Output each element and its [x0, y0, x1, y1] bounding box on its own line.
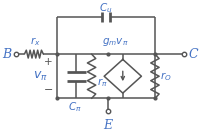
Text: $r_O$: $r_O$ — [160, 70, 171, 83]
Text: $C_\pi$: $C_\pi$ — [68, 100, 81, 114]
Text: $v_\pi$: $v_\pi$ — [33, 70, 48, 83]
Text: $g_m v_\pi$: $g_m v_\pi$ — [102, 36, 129, 48]
Text: B: B — [2, 48, 11, 61]
Text: E: E — [103, 119, 112, 132]
Text: $C_u$: $C_u$ — [99, 2, 113, 16]
Text: $r_\pi$: $r_\pi$ — [97, 76, 107, 89]
Text: C: C — [189, 48, 199, 61]
Text: +: + — [44, 57, 52, 67]
Text: −: − — [43, 85, 53, 95]
Text: $r_x$: $r_x$ — [30, 35, 40, 48]
